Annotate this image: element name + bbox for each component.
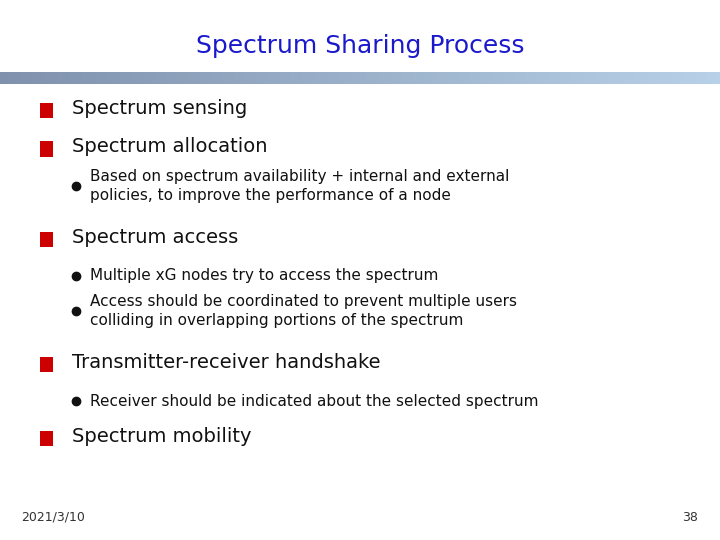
Bar (40, 103, 53, 118)
Bar (40, 232, 53, 247)
Bar (40, 431, 53, 446)
Text: Spectrum sensing: Spectrum sensing (72, 98, 247, 118)
Text: 2021/3/10: 2021/3/10 (22, 511, 86, 524)
Text: Spectrum Sharing Process: Spectrum Sharing Process (196, 34, 524, 58)
Text: Based on spectrum availability + internal and external
policies, to improve the : Based on spectrum availability + interna… (90, 168, 509, 203)
Text: Receiver should be indicated about the selected spectrum: Receiver should be indicated about the s… (90, 394, 539, 409)
Text: Transmitter-receiver handshake: Transmitter-receiver handshake (72, 353, 380, 372)
Text: Spectrum mobility: Spectrum mobility (72, 427, 251, 446)
Bar (40, 141, 53, 157)
Text: 38: 38 (683, 511, 698, 524)
Text: Multiple xG nodes try to access the spectrum: Multiple xG nodes try to access the spec… (90, 268, 438, 284)
Text: Access should be coordinated to prevent multiple users
colliding in overlapping : Access should be coordinated to prevent … (90, 294, 517, 328)
Text: Spectrum access: Spectrum access (72, 227, 238, 247)
Text: Spectrum allocation: Spectrum allocation (72, 137, 268, 157)
Bar (40, 357, 53, 372)
